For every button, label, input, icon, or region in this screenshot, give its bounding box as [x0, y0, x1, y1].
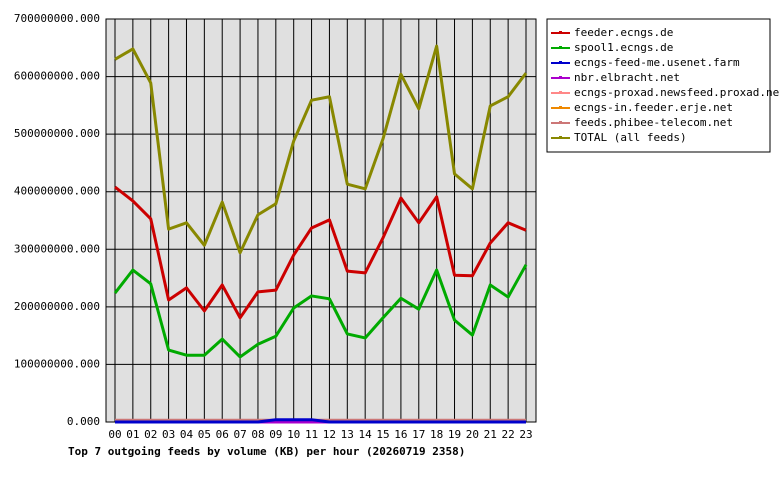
x-tick-label: 05	[198, 428, 211, 441]
y-tick-label: 500000000.000	[14, 127, 100, 140]
x-tick-label: 03	[162, 428, 175, 441]
x-tick-label: 06	[216, 428, 229, 441]
x-tick-label: 04	[180, 428, 194, 441]
legend-label: ecngs-proxad.newsfeed.proxad.net	[574, 86, 780, 99]
legend-marker	[559, 46, 562, 49]
x-tick-label: 17	[412, 428, 425, 441]
x-tick-label: 19	[448, 428, 461, 441]
series-line	[114, 185, 527, 320]
series-line	[115, 418, 526, 424]
x-tick-label: 23	[519, 428, 532, 441]
y-tick-label: 700000000.000	[14, 12, 100, 25]
x-tick-label: 18	[430, 428, 443, 441]
y-tick-label: 100000000.000	[14, 357, 100, 370]
legend-label: ecngs-feed-me.usenet.farm	[574, 56, 740, 69]
x-tick-label: 15	[376, 428, 389, 441]
x-tick-label: 10	[287, 428, 300, 441]
legend-marker	[559, 121, 562, 124]
plot-area	[105, 18, 537, 423]
x-tick-label: 07	[233, 428, 246, 441]
legend-marker	[559, 136, 562, 139]
y-tick-label: 200000000.000	[14, 300, 100, 313]
x-tick-label: 22	[502, 428, 515, 441]
legend-label: spool1.ecngs.de	[574, 41, 673, 54]
legend-label: TOTAL (all feeds)	[574, 131, 687, 144]
legend-label: ecngs-in.feeder.erje.net	[574, 101, 733, 114]
legend-marker	[559, 106, 562, 109]
x-tick-label: 20	[466, 428, 479, 441]
chart-title: Top 7 outgoing feeds by volume (KB) per …	[68, 445, 465, 458]
x-tick-label: 01	[126, 428, 139, 441]
x-tick-label: 00	[108, 428, 121, 441]
legend-label: feeds.phibee-telecom.net	[574, 116, 733, 129]
legend-marker	[559, 61, 562, 64]
series-line	[113, 264, 528, 359]
x-tick-label: 08	[251, 428, 264, 441]
x-tick-label: 16	[394, 428, 407, 441]
x-tick-label: 14	[359, 428, 373, 441]
x-tick-label: 02	[144, 428, 157, 441]
legend-marker	[559, 91, 562, 94]
y-tick-label: 0.000	[67, 415, 100, 428]
x-tick-label: 21	[484, 428, 497, 441]
legend-label: nbr.elbracht.net	[574, 71, 680, 84]
legend-box	[546, 18, 771, 153]
y-tick-label: 300000000.000	[14, 242, 100, 255]
x-tick-label: 11	[305, 428, 318, 441]
series-line	[114, 44, 528, 255]
legend-label: feeder.ecngs.de	[574, 26, 673, 39]
legend-marker	[559, 31, 562, 34]
x-tick-label: 12	[323, 428, 336, 441]
x-tick-label: 13	[341, 428, 354, 441]
y-tick-label: 400000000.000	[14, 185, 100, 198]
y-tick-label: 600000000.000	[14, 70, 100, 83]
legend-marker	[559, 76, 562, 79]
x-tick-label: 09	[269, 428, 282, 441]
